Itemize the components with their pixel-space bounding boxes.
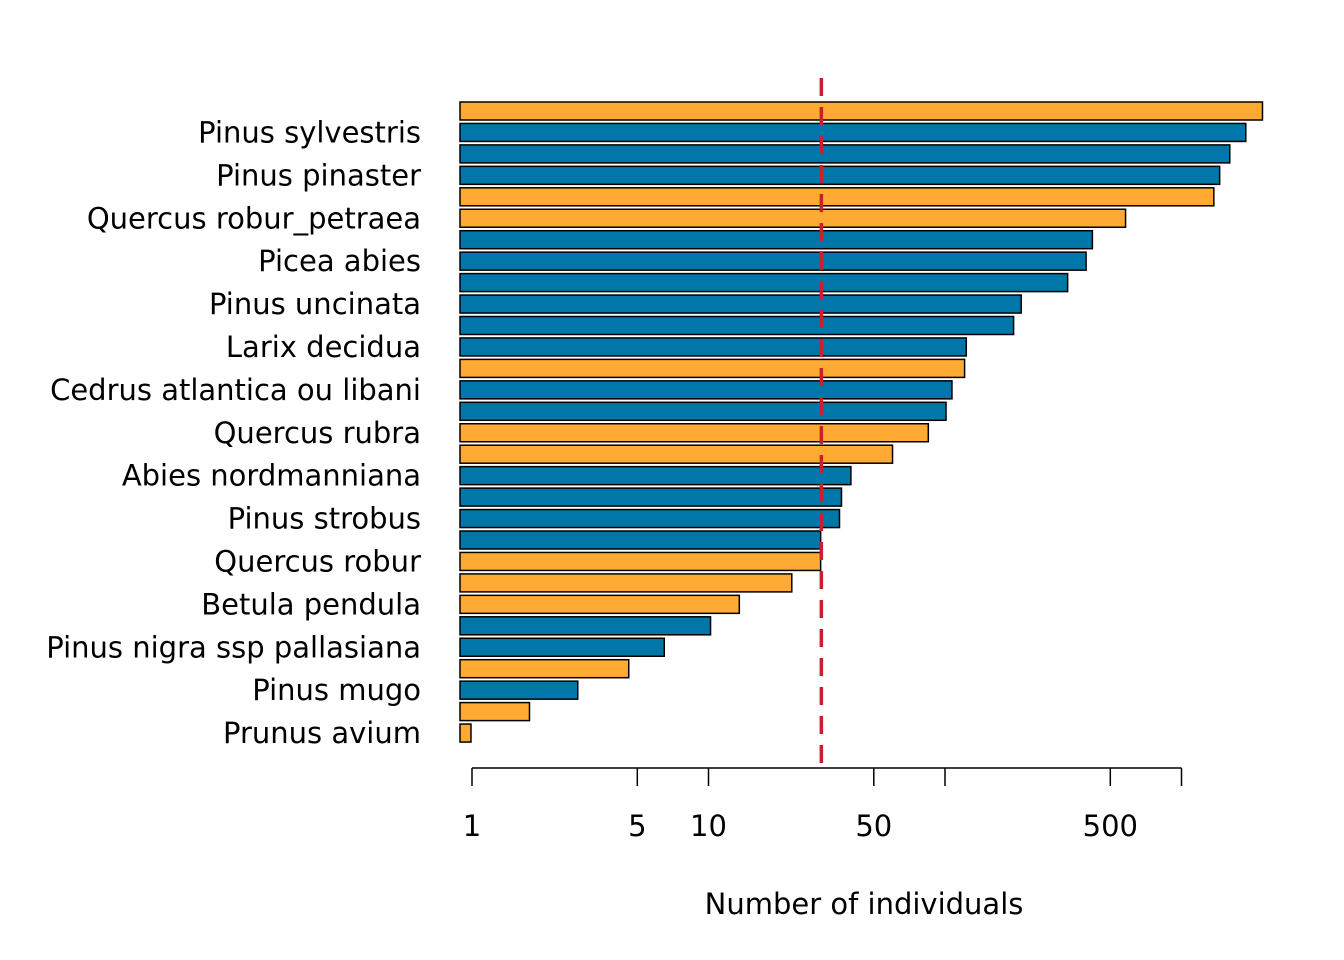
bar: [459, 144, 1231, 164]
bar: [459, 251, 1087, 271]
x-axis-title: Number of individuals: [705, 887, 1024, 921]
category-label: Quercus robur: [214, 544, 421, 578]
bar: [459, 508, 841, 529]
category-label: Cedrus atlantica ou libani: [50, 373, 421, 407]
x-tick-label: 500: [1083, 809, 1138, 843]
bar: [459, 165, 1221, 186]
category-label: Larix decidua: [226, 330, 421, 364]
bar: [459, 358, 966, 379]
category-label: Prunus avium: [223, 716, 421, 750]
x-tick-label: 10: [690, 809, 727, 843]
bar: [459, 401, 947, 422]
bar: [459, 594, 741, 615]
bar: [459, 101, 1264, 121]
bar: [459, 487, 843, 507]
bar: [459, 122, 1247, 143]
bar: [459, 573, 793, 593]
x-axis: 1 5 10 50 500: [463, 767, 1183, 843]
bar: [459, 294, 1022, 314]
category-label: Pinus pinaster: [216, 158, 421, 192]
bar: [459, 723, 472, 743]
bar: [459, 701, 531, 722]
category-label: Quercus rubra: [214, 416, 421, 450]
bar: [459, 658, 630, 679]
category-label: Pinus strobus: [228, 502, 421, 536]
bar: [459, 380, 953, 400]
bar: [459, 637, 666, 657]
x-tick-label: 5: [628, 809, 646, 843]
bar: [459, 337, 968, 357]
category-label: Quercus robur_petraea: [87, 201, 421, 235]
bar: [459, 423, 930, 443]
bar: [459, 680, 579, 700]
bar: [459, 272, 1069, 293]
x-tick-label: 1: [463, 809, 481, 843]
category-label: Pinus nigra ssp pallasiana: [46, 630, 421, 664]
x-tick-label: 50: [855, 809, 892, 843]
category-label: Picea abies: [258, 244, 421, 278]
bars: [459, 101, 1264, 743]
category-label: Pinus uncinata: [209, 287, 421, 321]
bar: [459, 551, 822, 572]
bar: [459, 208, 1127, 228]
category-labels: Pinus sylvestris Pinus pinaster Quercus ro…: [46, 115, 421, 750]
category-label: Pinus sylvestris: [198, 115, 421, 149]
bar: [459, 465, 852, 486]
bar: [459, 616, 712, 636]
category-label: Abies nordmanniana: [122, 459, 421, 493]
bar: [459, 315, 1015, 336]
category-label: Pinus mugo: [252, 673, 421, 707]
bar: [459, 187, 1215, 207]
bar: [459, 530, 822, 550]
category-label: Betula pendula: [201, 587, 421, 621]
bar: [459, 229, 1094, 250]
bar: [459, 444, 894, 464]
